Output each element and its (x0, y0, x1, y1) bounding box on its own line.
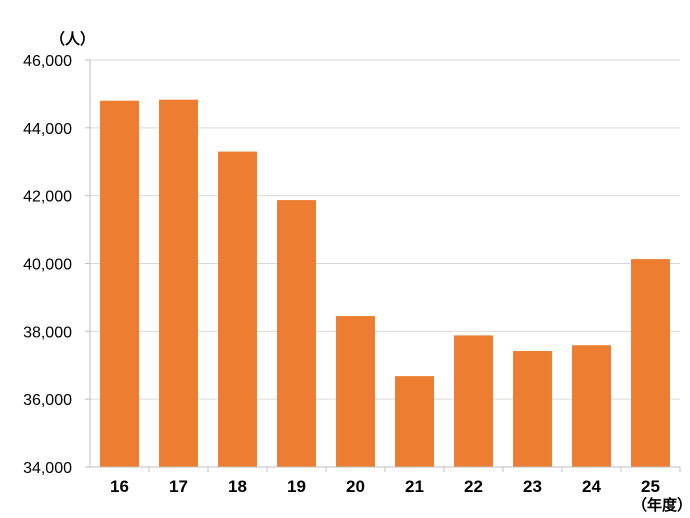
x-unit-label: （年度） (632, 496, 690, 514)
x-tick-labels: 16 17 18 19 20 21 22 23 24 25 (110, 477, 660, 496)
axes (85, 59, 681, 472)
bars (100, 99, 670, 468)
y-tick-label: 34,000 (23, 460, 72, 477)
bar-19 (277, 200, 316, 467)
x-tick-label: 20 (346, 477, 365, 496)
bar-20 (336, 316, 375, 467)
x-tick-label: 25 (641, 477, 660, 496)
y-tick-label: 44,000 (23, 121, 72, 138)
y-tick-label: 40,000 (23, 257, 72, 274)
bar-22 (454, 335, 493, 467)
bar-18 (218, 151, 257, 467)
x-tick-label: 21 (405, 477, 424, 496)
x-tick-label: 17 (169, 477, 188, 496)
x-tick-label: 16 (110, 477, 129, 496)
y-tick-labels: 34,000 36,000 38,000 40,000 42,000 44,000 46,0… (23, 53, 72, 477)
bar-24 (572, 345, 611, 467)
bar-16 (100, 100, 139, 467)
y-tick-label: 38,000 (23, 324, 72, 341)
x-tick-label: 19 (287, 477, 306, 496)
bar-17 (159, 99, 198, 468)
x-tick-label: 24 (582, 477, 601, 496)
bar-21 (395, 376, 434, 467)
x-tick-label: 23 (523, 477, 542, 496)
y-tick-label: 36,000 (23, 392, 72, 409)
x-tick-label: 22 (464, 477, 483, 496)
y-tick-label: 46,000 (23, 53, 72, 70)
y-tick-label: 42,000 (23, 189, 72, 206)
x-tick-label: 18 (228, 477, 247, 496)
bar-23 (513, 351, 552, 467)
bar-25 (631, 259, 670, 467)
y-unit-label: （人） (50, 30, 95, 48)
